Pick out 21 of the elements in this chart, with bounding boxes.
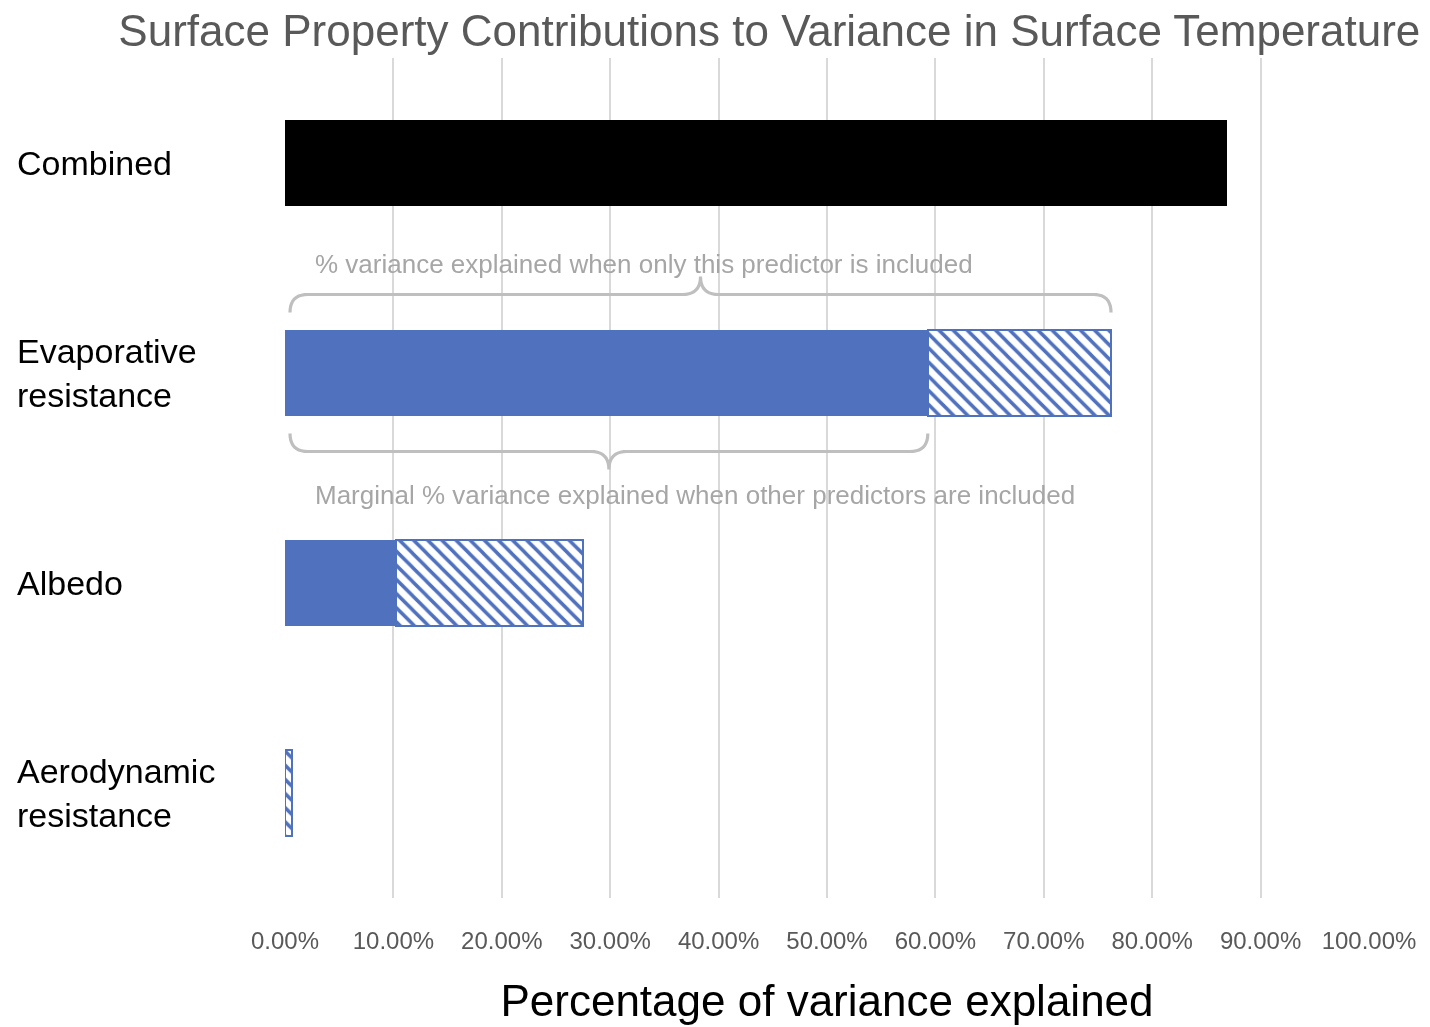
y-tick-label: Albedo	[17, 563, 123, 602]
x-tick-label: 60.00%	[894, 927, 977, 954]
y-tick-label: Evaporative resistance	[17, 331, 197, 414]
y-tick-label: Combined	[17, 143, 172, 182]
x-tick-label: 80.00%	[1111, 927, 1193, 954]
bar	[285, 749, 293, 837]
x-axis-title: Percentage of variance explained	[500, 976, 1154, 1026]
x-tick-label: 40.00%	[677, 927, 760, 954]
x-tick-label: 50.00%	[786, 927, 868, 954]
annotation: % variance explained when only this predictor is included	[315, 249, 973, 279]
chart-title: Surface Property Contributions to Variance in Surface Temperature	[118, 6, 1421, 56]
bar	[285, 120, 1227, 206]
x-tick-label: 100.00%	[1321, 927, 1417, 954]
x-tick-label: 70.00%	[1003, 927, 1085, 954]
x-tick-label: 90.00%	[1219, 927, 1302, 954]
y-tick-label: Aerodynamic resistance	[17, 751, 216, 834]
x-tick-label: 0.00%	[250, 927, 320, 954]
x-tick-label: 30.00%	[569, 927, 651, 954]
x-tick-label: 20.00%	[461, 927, 543, 954]
x-tick-label: 10.00%	[352, 927, 435, 954]
annotation: Marginal % variance explained when other predictors are included	[315, 480, 1076, 510]
